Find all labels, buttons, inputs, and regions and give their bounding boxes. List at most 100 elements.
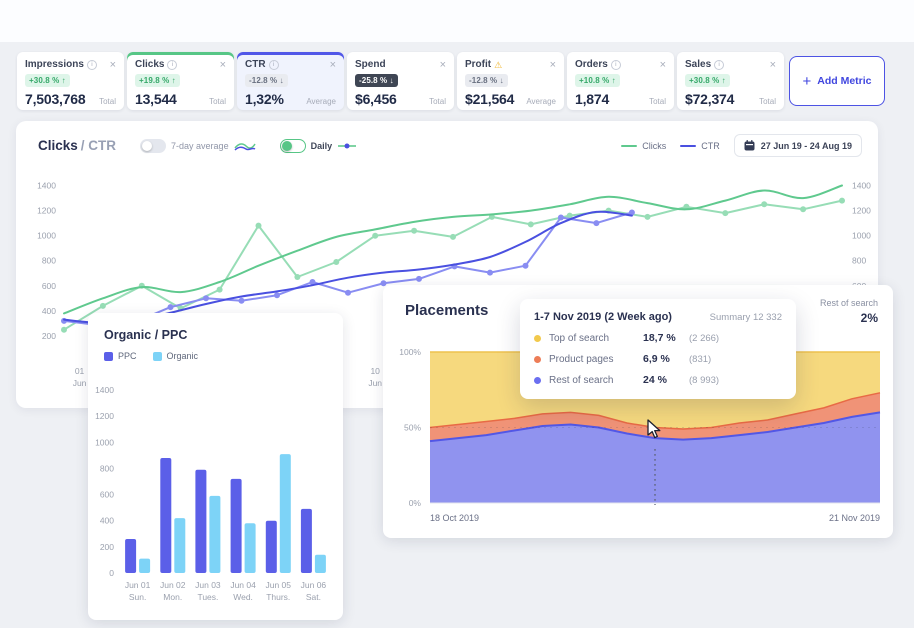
chart-legend: Clicks CTR [621,141,720,151]
metric-card-clicks[interactable]: Clicks i × +19.8 % ↑ 13,544 Total [127,52,234,110]
info-icon[interactable]: i [86,59,97,70]
data-point[interactable] [294,274,301,280]
organic-ppc-legend: PPC Organic [88,342,343,361]
bar-organic[interactable] [279,454,291,573]
legend-item-ctr[interactable]: CTR [680,141,720,151]
data-point[interactable] [566,212,573,219]
y-axis-tick: 1400 [95,385,114,395]
bar-ppc[interactable] [265,520,277,573]
data-point[interactable] [380,280,387,287]
metric-label: Orders [575,59,608,70]
metric-card-orders[interactable]: Orders i × +10.8 % ↑ 1,874 Total [567,52,674,110]
date-range-picker[interactable]: 27 Jun 19 - 24 Aug 19 [733,134,862,157]
toggle-daily[interactable]: Daily [279,138,358,153]
data-point[interactable] [372,232,379,239]
metric-unit: Total [759,97,776,106]
bar-ppc[interactable] [195,469,207,573]
metric-card-profit[interactable]: Profit ⚠ × -12.8 % ↓ $21,564 Average [457,52,564,110]
close-icon[interactable]: × [329,58,336,71]
data-point[interactable] [274,292,280,299]
bar-ppc[interactable] [300,508,312,573]
y-axis-tick-right: 800 [852,256,866,266]
x-axis-tick: Sun. [129,592,147,602]
add-metric-button[interactable]: + Add Metric [789,56,885,106]
placements-title: Placements [405,302,489,319]
y-axis-tick: 800 [100,463,114,473]
x-axis-tick: Jun 03 [195,580,221,590]
bar-ppc[interactable] [160,458,172,573]
data-point[interactable] [203,295,209,302]
data-point[interactable] [61,326,67,333]
data-point[interactable] [761,201,768,208]
legend-swatch [680,144,697,147]
data-point[interactable] [527,221,534,228]
close-icon[interactable]: × [109,58,116,71]
metric-value: $21,564 [465,91,515,107]
data-point[interactable] [593,220,600,227]
info-icon[interactable]: i [714,59,725,70]
close-icon[interactable]: × [769,58,776,71]
data-point[interactable] [522,262,529,269]
info-icon[interactable]: i [167,59,178,70]
data-point[interactable] [99,302,106,309]
legend-item-clicks[interactable]: Clicks [621,141,666,151]
metric-card-ctr[interactable]: CTR i × -12.8 % ↓ 1,32% Average [237,52,344,110]
data-point[interactable] [411,227,418,234]
x-axis-tick: Jun 02 [160,580,186,590]
metric-unit: Total [649,97,666,106]
data-point[interactable] [557,214,564,221]
toggle-switch-off[interactable] [140,138,167,153]
metric-card-spend[interactable]: Spend × -25.8 % ↓ $6,456 Total [347,52,454,110]
data-point[interactable] [487,269,493,276]
y-axis-tick: 0 [109,568,114,578]
data-point[interactable] [628,209,635,216]
toggle-7day-average[interactable]: 7-day average [140,138,256,153]
change-badge: +30.8 % ↑ [685,74,730,87]
toggle-switch-on[interactable] [279,138,306,153]
x-axis-tick: Wed. [233,592,253,602]
info-icon[interactable]: i [610,59,621,70]
tooltip-row: Top of search 18,7 % (2 266) [534,332,782,344]
data-point[interactable] [216,286,223,293]
tooltip-row-count: (2 266) [689,332,720,344]
series-dot-icon [534,355,541,363]
legend-item-ppc[interactable]: PPC [104,351,137,361]
data-point[interactable] [238,297,245,304]
bar-organic[interactable] [139,558,151,573]
close-icon[interactable]: × [659,58,666,71]
area-rest-of-search[interactable] [430,412,880,503]
area-product-pages[interactable] [430,392,880,442]
bar-organic[interactable] [174,518,186,573]
bar-organic[interactable] [314,554,326,573]
data-point[interactable] [345,289,351,296]
tooltip-summary: Summary 12 332 [709,312,782,323]
bar-organic[interactable] [244,523,256,573]
close-icon[interactable]: × [549,58,556,71]
bar-ppc[interactable] [230,478,242,573]
bar-organic[interactable] [209,495,221,573]
y-axis-tick: 1200 [95,411,114,421]
data-point[interactable] [309,279,316,285]
legend-swatch [152,351,162,361]
x-axis-tick: Sat. [306,592,321,602]
legend-item-organic[interactable]: Organic [152,351,198,361]
close-icon[interactable]: × [219,58,226,71]
data-point[interactable] [839,197,845,204]
metric-card-impressions[interactable]: Impressions i × +30.8 % ↑ 7,503,768 Total [17,52,124,110]
info-icon[interactable]: i [268,59,279,70]
data-point[interactable] [644,213,651,220]
x-axis-tick: Jun [73,378,87,388]
series-dot-icon [534,334,541,342]
data-point[interactable] [416,275,422,282]
data-point[interactable] [255,222,262,229]
close-icon[interactable]: × [439,58,446,71]
bar-ppc[interactable] [125,539,137,573]
metric-card-sales[interactable]: Sales i × +30.8 % ↑ $72,374 Total [677,52,784,110]
data-point[interactable] [800,206,807,213]
data-point[interactable] [167,304,174,311]
data-point[interactable] [450,233,456,240]
metric-value: 7,503,768 [25,91,86,107]
data-point[interactable] [722,210,729,217]
tooltip-rows: Top of search 18,7 % (2 266) Product pages 6… [534,332,782,386]
data-point[interactable] [333,259,340,265]
